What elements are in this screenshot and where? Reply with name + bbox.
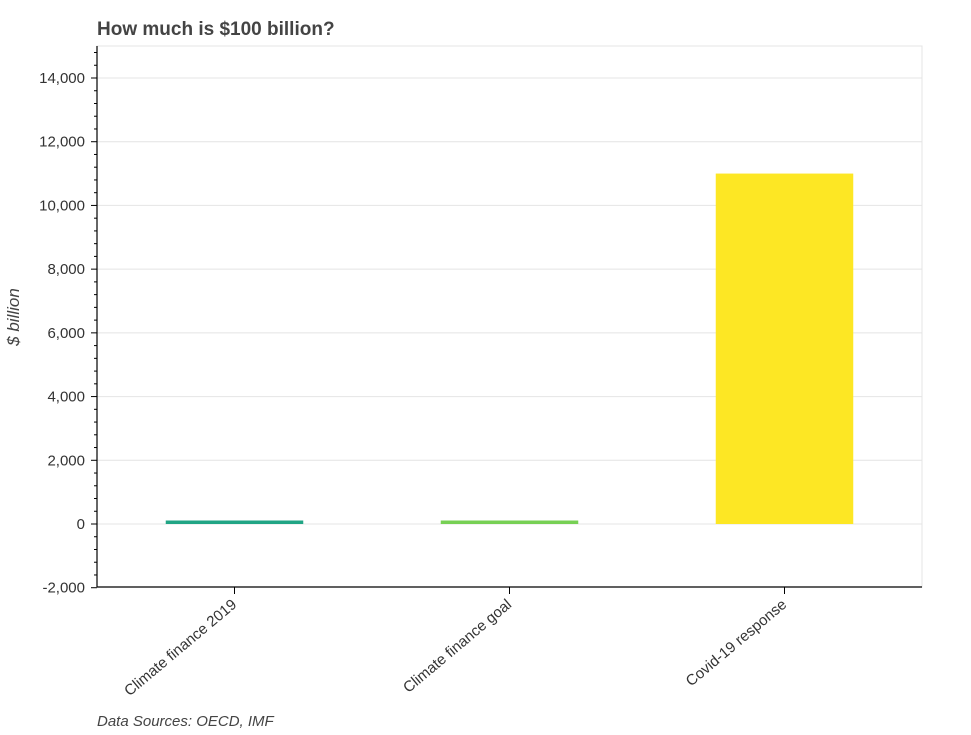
y-tick-label: -2,000	[42, 580, 85, 597]
y-tick-label: 4,000	[47, 389, 85, 406]
bar	[440, 520, 579, 524]
bar	[715, 173, 854, 525]
x-tick-label: Climate finance goal	[400, 596, 515, 696]
data-source-note: Data Sources: OECD, IMF	[97, 713, 275, 730]
bars	[165, 173, 854, 525]
y-tick-label: 14,000	[39, 70, 85, 87]
x-tick-label: Climate finance 2019	[121, 596, 240, 700]
y-axis-label: $ billion	[4, 288, 23, 347]
y-tick-label: 6,000	[47, 325, 85, 342]
y-tick-label: 8,000	[47, 261, 85, 278]
x-tick-label: Covid-19 response	[683, 596, 790, 690]
x-axis: Climate finance 2019 Climate finance goal…	[97, 586, 922, 700]
y-tick-label: 10,000	[39, 197, 85, 214]
y-tick-label: 12,000	[39, 134, 85, 151]
bar	[165, 520, 304, 524]
y-tick-label: 0	[77, 516, 85, 533]
y-axis: -2,000 0 2,000 4,000 6,000 8,000 10,000 12,000 1…	[39, 46, 98, 597]
chart-title: How much is $100 billion?	[97, 19, 335, 40]
y-tick-label: 2,000	[47, 452, 85, 469]
